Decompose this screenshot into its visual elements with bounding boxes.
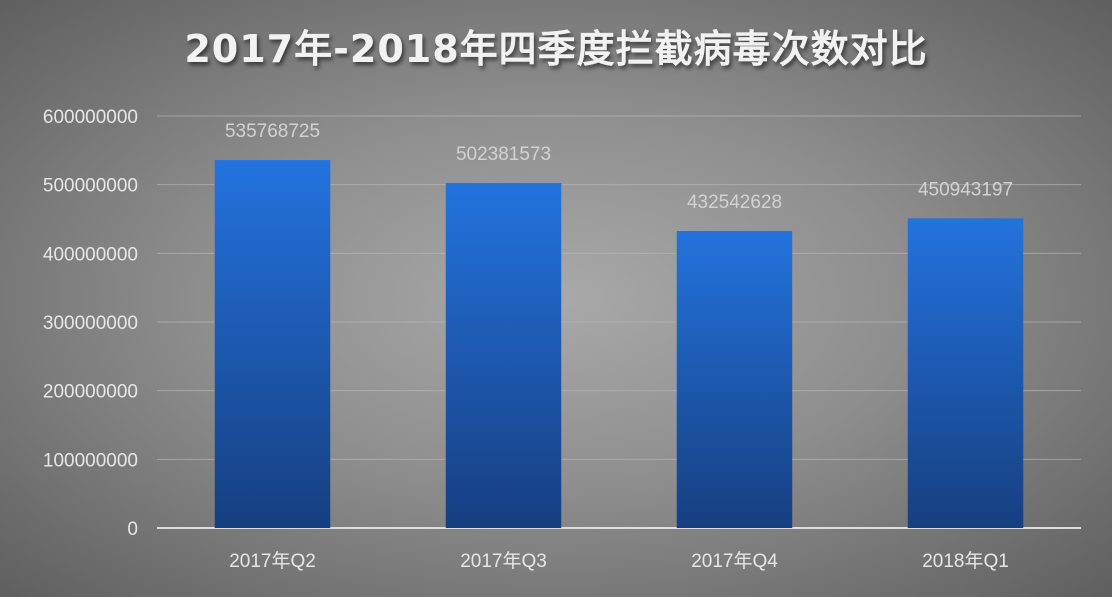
- y-tick-label: 0: [127, 519, 138, 540]
- bars: [214, 160, 1024, 529]
- x-category-label: 2018年Q1: [922, 550, 1009, 572]
- chart-title: 2017年-2018年四季度拦截病毒次数对比: [184, 27, 927, 71]
- y-tick-label: 500000000: [43, 176, 138, 197]
- y-tick-label: 100000000: [43, 450, 138, 471]
- data-label: 535768725: [225, 121, 320, 142]
- data-label: 432542628: [687, 192, 782, 213]
- x-axis-categories: 2017年Q2 2017年Q3 2017年Q4 2018年Q1: [229, 550, 1009, 572]
- y-axis-ticks: 0 100000000 200000000 300000000 400000000 500…: [43, 107, 138, 540]
- data-labels: 535768725 502381573 432542628 450943197: [225, 121, 1013, 213]
- bar-2018年Q1: [907, 218, 1024, 528]
- y-tick-label: 200000000: [43, 382, 138, 403]
- bar-2017年Q2: [214, 160, 331, 528]
- data-label: 502381573: [456, 144, 551, 165]
- x-category-label: 2017年Q3: [460, 550, 547, 572]
- y-tick-label: 600000000: [43, 107, 138, 128]
- bar-2017年Q3: [445, 183, 562, 529]
- y-tick-label: 400000000: [43, 244, 138, 265]
- x-category-label: 2017年Q4: [691, 550, 778, 572]
- x-category-label: 2017年Q2: [229, 550, 316, 572]
- data-label: 450943197: [918, 179, 1013, 200]
- bar-2017年Q4: [676, 230, 793, 528]
- y-tick-label: 300000000: [43, 313, 138, 334]
